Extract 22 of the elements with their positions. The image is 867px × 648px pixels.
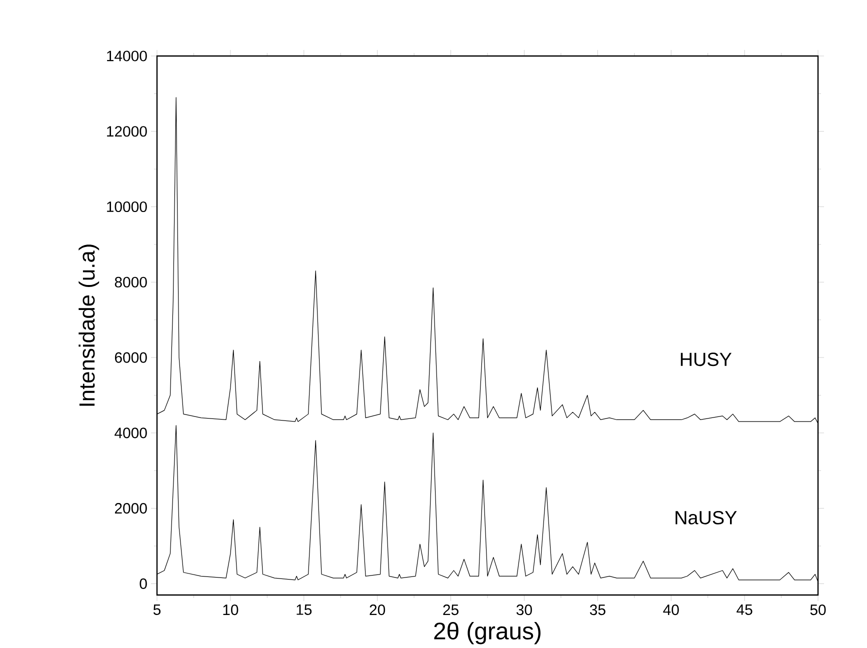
y-tick-label: 6000 xyxy=(115,352,147,364)
x-tick-label: 5 xyxy=(153,604,161,616)
x-tick-label: 25 xyxy=(443,604,458,616)
x-tick-label: 45 xyxy=(736,604,752,616)
y-tick-label: 12000 xyxy=(107,126,147,137)
x-axis-title: 2θ (graus) xyxy=(434,622,540,644)
y-tick-label: 0 xyxy=(140,578,147,590)
y-tick-label: 2000 xyxy=(114,503,147,514)
y-axis-title: Intensidade (u.a) xyxy=(78,244,100,406)
text: NaUSY xyxy=(676,511,737,525)
x-tick-label: 50 xyxy=(810,604,826,616)
text: HUSY xyxy=(680,352,732,366)
y-tick-label: 10000 xyxy=(107,202,147,212)
x-tick-label: 40 xyxy=(663,604,679,616)
y-tick-label: 4000 xyxy=(114,428,147,438)
x-tick-label: 20 xyxy=(370,604,386,616)
y-tick-label: 14000 xyxy=(107,50,147,62)
x-tick-label: 10 xyxy=(223,604,238,616)
x-tick-label: 35 xyxy=(590,604,606,616)
y-tick-label: 8000 xyxy=(114,277,147,288)
x-tick-label: 30 xyxy=(516,604,532,616)
x-tick-label: 15 xyxy=(296,604,312,616)
